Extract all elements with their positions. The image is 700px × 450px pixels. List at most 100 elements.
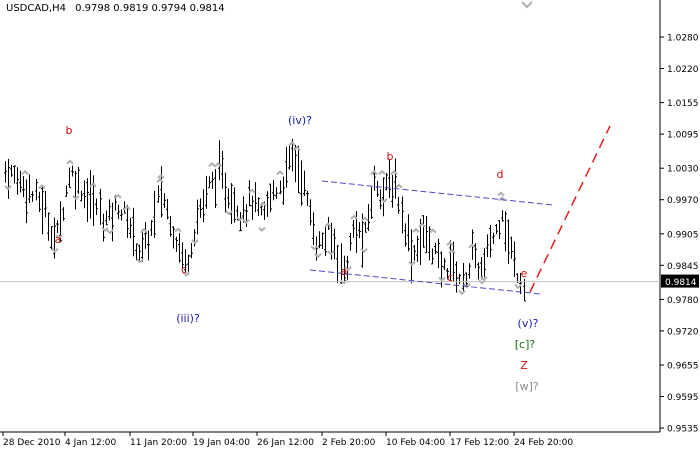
fractal-up-marker <box>123 205 131 211</box>
fractal-up-marker <box>448 248 456 254</box>
x-tick-label: 11 Jan 20:00 <box>130 438 187 448</box>
x-tick-label: 24 Feb 20:00 <box>514 438 573 448</box>
y-tick-label: 1.0220 <box>667 65 699 75</box>
fractal-down-marker <box>225 210 233 216</box>
fractal-up-marker <box>248 188 256 194</box>
wave-label: (iv)? <box>288 114 312 127</box>
x-tick-label: 4 Jan 12:00 <box>65 438 117 448</box>
x-tick-label: 28 Dec 2010 <box>3 438 61 448</box>
wave-label: a <box>55 233 62 246</box>
fractal-up-marker <box>66 159 74 165</box>
wave-label: [w]? <box>515 380 539 393</box>
fractal-up-marker <box>446 240 454 246</box>
fractal-down-marker <box>136 258 144 264</box>
y-tick-label: 0.9970 <box>667 196 699 206</box>
fractal-down-marker <box>344 266 352 272</box>
fractal-down-marker <box>236 216 244 222</box>
x-tick-label: 2 Feb 20:00 <box>322 438 376 448</box>
fractal-down-marker <box>101 226 109 233</box>
fractal-down-marker <box>314 253 322 259</box>
fractal-down-marker <box>408 261 416 267</box>
wave-label: (iii)? <box>176 312 200 325</box>
fractal-up-marker <box>114 193 122 199</box>
y-tick-label: 0.9780 <box>667 296 699 306</box>
y-tick-label: 0.9535 <box>667 425 699 435</box>
wave-label: Z <box>520 359 528 372</box>
chart-header: USDCAD,H4 0.9798 0.9819 0.9794 0.9814 <box>6 3 231 14</box>
fractal-down-marker <box>310 245 318 251</box>
fractal-down-marker <box>242 219 250 225</box>
wave-label: (v)? <box>518 317 539 330</box>
fractal-up-marker <box>140 228 148 234</box>
fractal-up-marker <box>38 183 46 190</box>
channel-lower-line <box>309 269 541 295</box>
fractal-down-marker <box>55 234 63 240</box>
fractal-up-marker <box>412 227 420 233</box>
wave-label: c <box>447 271 453 284</box>
fractal-up-marker <box>156 177 164 183</box>
fractal-up-marker <box>208 161 216 168</box>
fractal-down-marker <box>380 198 388 204</box>
ohlc-values: 0.9798 0.9819 0.9794 0.9814 <box>75 3 225 14</box>
fractal-up-marker <box>468 243 476 249</box>
current-price-label: 0.9814 <box>665 278 697 288</box>
current-price-marker <box>661 274 699 288</box>
forecast-line <box>529 125 611 293</box>
wave-label: c <box>181 263 187 276</box>
fractal-up-marker <box>324 222 332 228</box>
fractal-up-marker <box>350 214 358 220</box>
fractal-down-marker <box>360 247 368 254</box>
fractal-up-marker <box>276 170 284 176</box>
y-tick-label: 0.9845 <box>667 262 699 272</box>
fractal-up-marker <box>361 216 369 222</box>
y-tick-label: 0.9905 <box>667 230 699 240</box>
fractal-down-marker <box>463 283 471 289</box>
y-tick-label: 1.0280 <box>667 34 699 44</box>
channel-upper-line <box>321 180 554 206</box>
wave-label: a <box>341 265 348 278</box>
top-marker <box>521 1 533 9</box>
wave-label: e <box>521 267 528 280</box>
y-tick-label: 0.9595 <box>667 393 699 403</box>
fractal-down-marker <box>480 276 488 282</box>
wave-label: b <box>66 124 73 137</box>
y-tick-label: 0.9655 <box>667 362 699 372</box>
fractal-down-marker <box>514 283 522 290</box>
x-tick-label: 19 Jan 04:00 <box>193 438 250 448</box>
fractal-down-marker <box>191 239 199 245</box>
fractal-down-marker <box>258 226 266 233</box>
fractal-up-marker <box>418 222 426 228</box>
fractal-up-marker <box>395 183 403 189</box>
fractal-down-marker <box>106 229 114 235</box>
y-tick-label: 1.0095 <box>667 131 699 141</box>
fractal-up-marker <box>497 191 505 197</box>
fractal-up-marker <box>293 145 301 151</box>
fractal-up-marker <box>370 169 378 176</box>
wave-label: d <box>497 168 504 181</box>
fractal-down-marker <box>327 250 335 256</box>
symbol-timeframe: USDCAD,H4 <box>6 3 66 14</box>
fractal-down-marker <box>4 185 12 191</box>
fractal-up-marker <box>259 201 267 207</box>
fractal-up-marker <box>390 169 398 176</box>
wave-label: [c]? <box>515 338 536 351</box>
fractal-down-marker <box>438 276 446 282</box>
fractal-down-marker <box>458 289 466 296</box>
fractal-up-marker <box>288 141 296 147</box>
y-tick-label: 0.9720 <box>667 327 699 337</box>
wave-label: b <box>387 150 394 163</box>
fractal-down-marker <box>51 247 59 254</box>
x-tick-label: 10 Feb 04:00 <box>386 438 445 448</box>
fractal-up-marker <box>157 173 165 179</box>
fractal-up-marker <box>89 182 97 188</box>
fractal-up-marker <box>21 169 29 175</box>
x-tick-label: 26 Jan 12:00 <box>257 438 314 448</box>
fractal-up-marker <box>378 169 386 175</box>
fractal-up-marker <box>214 162 222 168</box>
fractal-up-marker <box>174 227 182 233</box>
y-tick-label: 1.0155 <box>667 99 699 109</box>
fractal-down-marker <box>182 271 190 277</box>
fractal-up-marker <box>429 228 437 234</box>
